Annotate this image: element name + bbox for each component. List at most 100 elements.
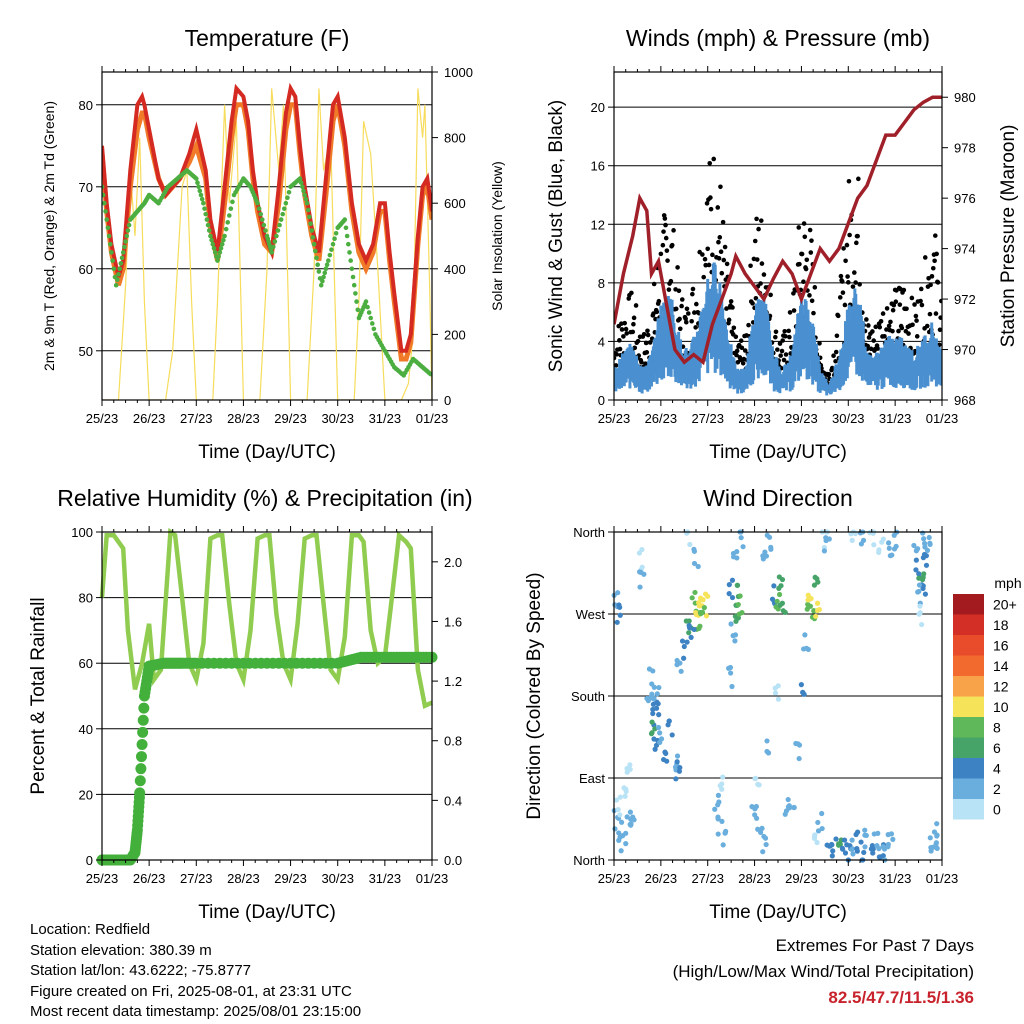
direction-point [762, 549, 768, 555]
legend-swatch [953, 614, 984, 635]
gust-point [614, 363, 619, 368]
gust-point [742, 348, 748, 353]
gust-point [787, 310, 793, 315]
gust-point [866, 335, 872, 340]
x-tick-label: 27/23 [180, 871, 213, 886]
direction-point [764, 738, 770, 744]
direction-point [890, 836, 896, 842]
gust-point [633, 303, 639, 308]
gust-point [834, 333, 840, 339]
direction-point [732, 632, 739, 638]
y-tick-label: South [571, 689, 605, 704]
gust-point [890, 307, 896, 313]
dewpoint-point [124, 233, 130, 239]
gust-point [748, 263, 753, 269]
gust-point [796, 225, 802, 230]
direction-point [654, 699, 660, 705]
legend-label: 6 [993, 740, 1001, 756]
gust-point [654, 309, 660, 315]
y2-tick-label: 200 [444, 327, 466, 342]
y2-tick-label: 0.8 [444, 734, 462, 749]
direction-point [692, 589, 698, 596]
direction-point [867, 530, 873, 536]
dewpoint-point [353, 291, 358, 296]
x-axis-label: Time (Day/UTC) [709, 902, 847, 923]
y2-tick-label: 972 [954, 292, 976, 307]
direction-point [916, 611, 922, 617]
legend-swatch [953, 758, 984, 779]
direction-point [830, 848, 836, 854]
y2-axis-label: Station Pressure (Maroon) [998, 125, 1019, 348]
gust-point [922, 255, 928, 260]
y-axis-label: Percent & Total Rainfall [28, 597, 49, 794]
direction-point [823, 537, 829, 544]
gust-point [746, 322, 751, 328]
y-tick-label: 20 [591, 100, 605, 115]
direction-point [934, 821, 940, 827]
dewpoint-point [349, 266, 355, 272]
gust-point [783, 352, 789, 357]
gust-point [829, 365, 835, 371]
direction-point [720, 774, 726, 780]
gust-point [664, 248, 670, 253]
gust-point [644, 350, 650, 355]
gust-point [724, 261, 730, 267]
direction-point [663, 750, 669, 757]
x-tick-label: 26/23 [645, 871, 678, 886]
dewpoint-point [125, 228, 131, 233]
direction-point [921, 551, 928, 558]
gust-point [864, 317, 869, 322]
direction-point [795, 741, 801, 747]
gust-point [809, 238, 814, 243]
direction-point [814, 839, 820, 846]
gust-point [617, 346, 623, 352]
direction-point [854, 846, 860, 852]
direction-point [887, 553, 893, 559]
direction-point [773, 604, 779, 610]
direction-point [732, 613, 739, 620]
legend-label: 18 [993, 617, 1009, 633]
direction-point [729, 594, 736, 601]
direction-point [829, 853, 835, 859]
gust-point [619, 327, 625, 332]
gust-point [690, 291, 695, 297]
direction-point [814, 576, 820, 582]
direction-point [734, 582, 740, 588]
x-tick-label: 28/23 [738, 871, 771, 886]
dewpoint-point [305, 207, 311, 213]
gust-point [807, 293, 812, 298]
legend-swatch [953, 799, 984, 820]
speed-legend: mph 20+ 18 16 14 12 10 8 6 4 2 0 [953, 575, 1022, 820]
gust-point [639, 359, 644, 365]
gust-point [918, 298, 923, 304]
y-tick-label: 12 [591, 217, 605, 232]
direction-point [776, 591, 783, 598]
x-tick-label: 25/23 [86, 871, 119, 886]
gust-point [801, 279, 806, 284]
y2-tick-label: 978 [954, 141, 976, 156]
direction-point [628, 816, 634, 822]
direction-point [677, 765, 683, 771]
dewpoint-point [304, 200, 310, 206]
direction-point [664, 758, 670, 764]
direction-point [681, 643, 687, 650]
dewpoint-point [369, 321, 375, 326]
direction-point [785, 796, 791, 803]
direction-point [791, 804, 797, 811]
dewpoint-point [321, 274, 326, 280]
direction-point [637, 569, 643, 575]
gust-point [901, 287, 907, 293]
gust-point [846, 178, 852, 184]
rh-series [96, 527, 438, 866]
gust-point [906, 331, 911, 336]
direction-point [654, 691, 660, 697]
direction-point [880, 536, 886, 542]
x-tick-label: 30/23 [832, 411, 865, 426]
direction-point [688, 634, 694, 640]
gust-point [817, 341, 822, 346]
station-info: Location: Redfield Station elevation: 38… [30, 920, 361, 1023]
gust-point [802, 234, 808, 240]
direction-point [815, 819, 821, 826]
direction-point [715, 831, 721, 837]
dewpoint-point [324, 262, 330, 268]
